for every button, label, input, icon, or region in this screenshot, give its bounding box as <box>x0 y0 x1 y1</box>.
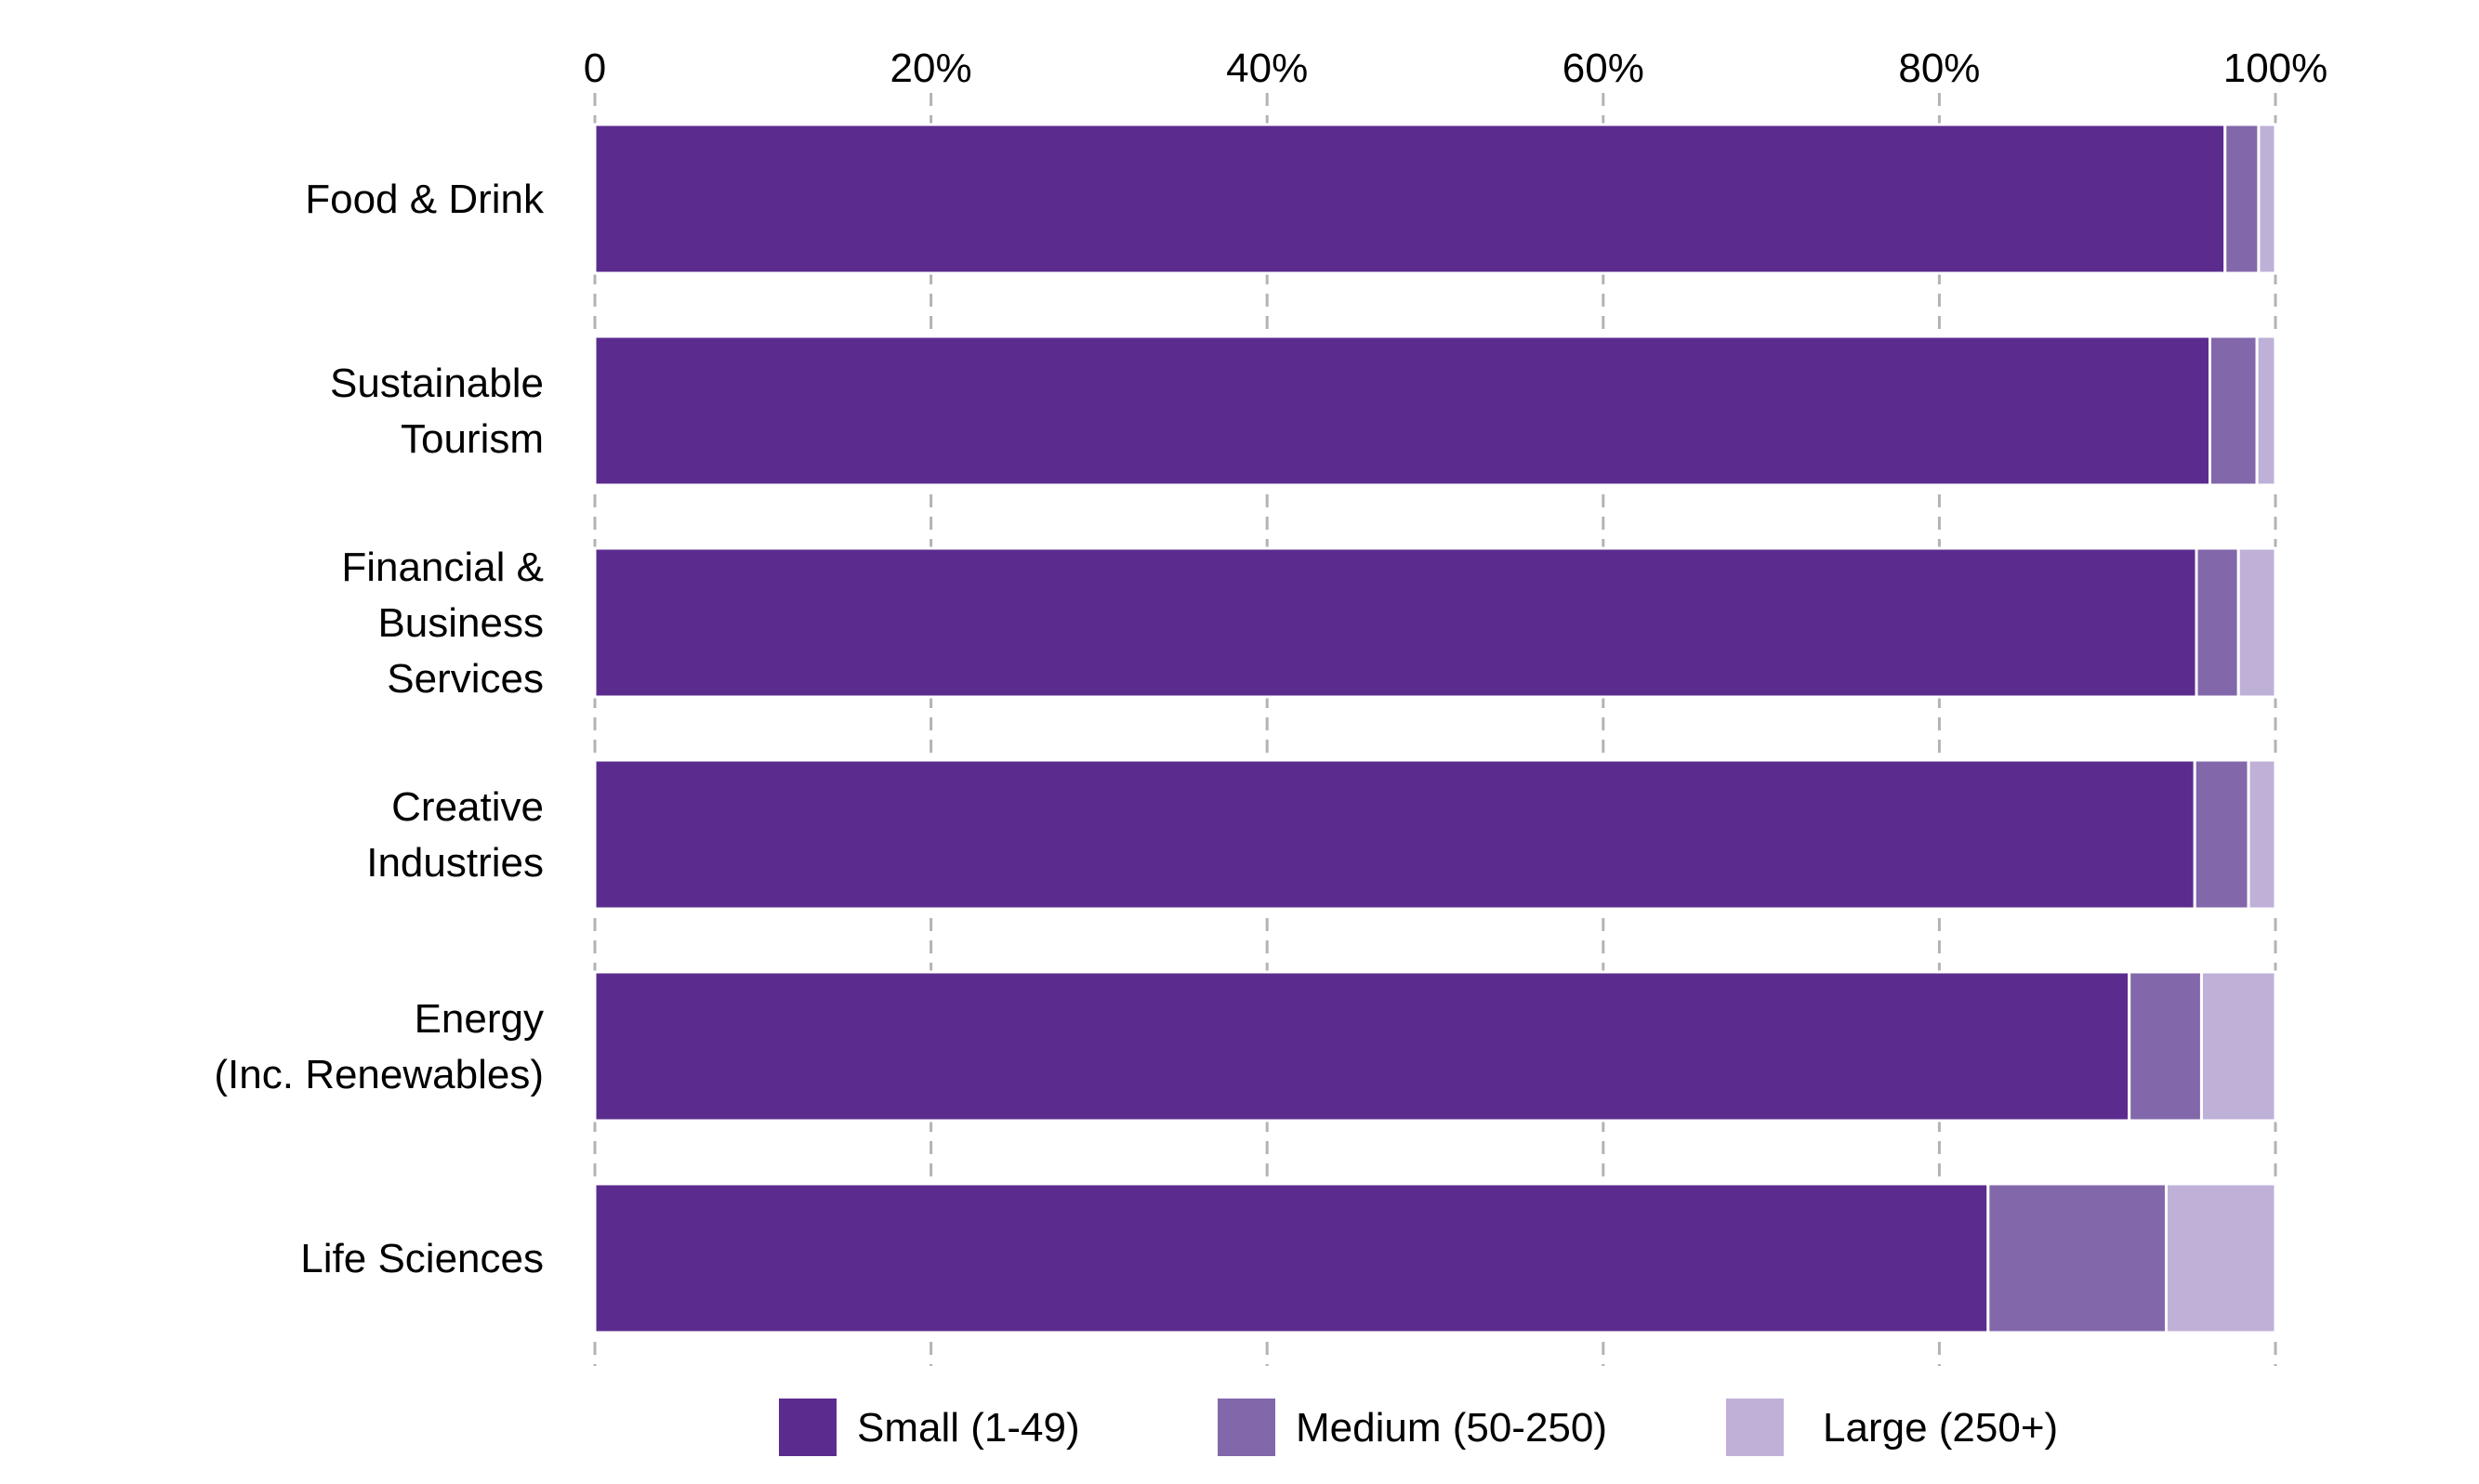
bar-segment <box>2193 758 2250 911</box>
legend-swatch <box>1218 1399 1275 1456</box>
category-label-line: Business <box>377 600 544 646</box>
x-axis-ticks: 0 20% 40% 60% 80% 100% <box>584 46 2328 91</box>
category-label: Sustainable Tourism <box>330 361 544 462</box>
category-label-line: Energy <box>415 996 544 1042</box>
x-tick-label: 20% <box>890 46 972 91</box>
x-tick-label: 0 <box>584 46 606 91</box>
category-label: Life Sciences <box>300 1236 544 1281</box>
legend-swatch <box>779 1399 837 1456</box>
category-label: Food & Drink <box>305 177 545 222</box>
bar-segment <box>2199 970 2277 1123</box>
x-tick-label: 100% <box>2223 46 2328 91</box>
category-labels: Food & Drink Sustainable Tourism Financial … <box>214 177 545 1281</box>
bar-segment <box>593 758 2196 911</box>
category-label-line: Sustainable <box>330 361 544 406</box>
category-label-line: Tourism <box>401 416 544 462</box>
bar-segment <box>2195 546 2240 699</box>
bar-segment <box>2257 123 2277 275</box>
bar-segment <box>593 123 2227 275</box>
grid-lines <box>593 93 2277 1366</box>
bars <box>593 123 2277 1334</box>
legend-label: Large (250+) <box>1823 1405 2058 1451</box>
legend: Small (1-49) Medium (50-250) Large (250+) <box>779 1399 2058 1456</box>
category-label-line: Industries <box>366 840 544 886</box>
bar-segment <box>593 335 2211 487</box>
bar-segment <box>2255 335 2277 487</box>
x-tick-label: 60% <box>1563 46 1644 91</box>
category-label-line: (Inc. Renewables) <box>214 1052 544 1097</box>
bar-segment <box>2236 546 2277 699</box>
bar-segment <box>2128 970 2203 1123</box>
x-tick-label: 40% <box>1226 46 1308 91</box>
category-label-line: Financial & <box>341 545 544 590</box>
category-label: Energy (Inc. Renewables) <box>214 996 544 1097</box>
bar-segment <box>2247 758 2277 911</box>
bar-segment <box>593 546 2198 699</box>
bar-segment <box>1986 1182 2168 1334</box>
bar-segment <box>2223 123 2261 275</box>
category-label-line: Services <box>387 656 544 702</box>
x-tick-label: 80% <box>1898 46 1980 91</box>
category-label: Creative Industries <box>366 784 544 886</box>
category-label-line: Food & Drink <box>305 177 545 222</box>
legend-label: Medium (50-250) <box>1296 1405 1607 1451</box>
category-label-line: Creative <box>391 784 544 830</box>
legend-swatch <box>1726 1399 1784 1456</box>
legend-label: Small (1-49) <box>857 1405 1080 1451</box>
category-label: Financial & Business Services <box>341 545 544 702</box>
category-label-line: Life Sciences <box>300 1236 544 1281</box>
bar-segment <box>2208 335 2259 487</box>
bar-segment <box>593 970 2131 1123</box>
bar-segment <box>593 1182 1990 1334</box>
bar-segment <box>2164 1182 2277 1334</box>
